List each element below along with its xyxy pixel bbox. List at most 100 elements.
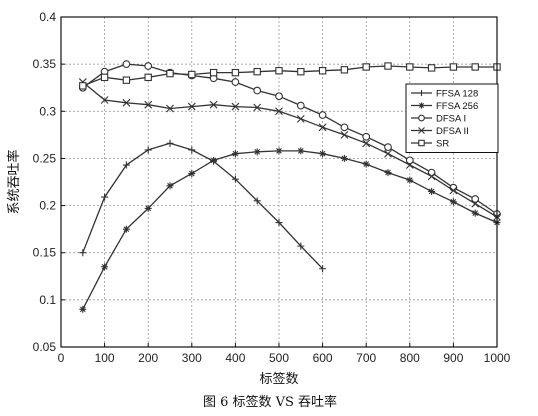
legend-label: DFSA II xyxy=(436,126,469,137)
series-line xyxy=(82,142,324,270)
data-point-x xyxy=(427,172,436,181)
data-point-star xyxy=(297,147,305,155)
data-point-circle xyxy=(418,114,425,122)
data-point-circle xyxy=(231,78,240,86)
legend-label: FFSA 256 xyxy=(436,101,478,112)
data-point-star xyxy=(101,263,109,271)
legend-entry: DFSA I xyxy=(411,114,466,125)
data-point-square xyxy=(406,63,414,71)
data-point-circle xyxy=(405,156,414,165)
x-tick-label: 800 xyxy=(400,351,420,365)
data-point-x xyxy=(100,96,109,104)
y-tick-label: 0.05 xyxy=(33,340,57,354)
data-point-plus xyxy=(297,242,305,250)
x-tick-label: 300 xyxy=(182,351,202,365)
data-point-star xyxy=(319,150,327,158)
y-axis-label: 系统吞吐率 xyxy=(6,149,22,214)
data-point-x xyxy=(362,139,371,148)
data-point-star xyxy=(79,305,87,313)
x-tick-label: 1000 xyxy=(484,351,511,365)
data-point-square xyxy=(384,62,392,70)
data-point-x xyxy=(405,161,414,169)
data-point-circle xyxy=(318,111,327,119)
data-point-circle xyxy=(362,132,371,141)
data-point-square xyxy=(297,67,305,76)
data-point-square xyxy=(209,68,218,77)
data-point-star xyxy=(449,198,457,206)
data-point-star xyxy=(144,204,152,212)
data-point-circle xyxy=(384,143,392,151)
series-sr xyxy=(79,62,501,90)
y-tick-label: 0.15 xyxy=(33,246,57,260)
data-point-plus xyxy=(253,197,261,205)
series-dfsa-ii xyxy=(78,78,501,221)
series-ffsa-128 xyxy=(79,139,327,273)
data-point-square xyxy=(418,139,425,147)
data-point-square xyxy=(144,73,152,82)
data-point-x xyxy=(275,107,283,116)
x-tick-label: 700 xyxy=(356,351,376,365)
data-point-x xyxy=(418,127,425,134)
data-point-square xyxy=(362,63,370,71)
data-point-star xyxy=(231,150,239,158)
legend-entry: DFSA II xyxy=(411,126,469,137)
x-tick-label: 900 xyxy=(443,351,463,365)
data-point-square xyxy=(231,68,240,77)
data-point-x xyxy=(318,123,327,132)
data-point-x xyxy=(296,114,305,123)
x-tick-label: 0 xyxy=(58,351,65,365)
data-point-square xyxy=(188,70,196,79)
series-line xyxy=(82,81,498,218)
data-point-star xyxy=(340,154,348,162)
data-point-star xyxy=(253,148,261,156)
data-point-x xyxy=(166,104,174,113)
data-point-plus xyxy=(144,146,152,154)
data-point-star xyxy=(188,170,196,178)
y-tick-label: 0.3 xyxy=(39,104,56,118)
x-tick-label: 200 xyxy=(138,351,158,365)
data-point-plus xyxy=(101,193,109,201)
data-point-circle xyxy=(122,60,131,69)
data-point-plus xyxy=(231,175,239,183)
legend-label: DFSA I xyxy=(436,114,466,125)
data-point-circle xyxy=(340,123,349,132)
legend-entry: FFSA 128 xyxy=(411,89,478,100)
data-point-square xyxy=(79,82,87,90)
legend-label: SR xyxy=(436,139,449,150)
data-point-star xyxy=(122,225,130,233)
data-point-x xyxy=(144,100,153,109)
y-tick-label: 0.2 xyxy=(39,199,56,213)
y-tick-label: 0.4 xyxy=(39,10,56,24)
legend-label: FFSA 128 xyxy=(436,89,478,100)
data-point-square xyxy=(275,67,283,75)
data-point-star xyxy=(166,182,174,190)
x-tick-label: 400 xyxy=(225,351,245,365)
data-point-x xyxy=(384,149,392,158)
x-tick-label: 600 xyxy=(313,351,333,365)
data-point-square xyxy=(318,67,327,75)
legend-entry: SR xyxy=(411,139,449,150)
data-point-x xyxy=(209,100,218,109)
data-point-plus xyxy=(418,90,425,96)
x-axis-label: 标签数 xyxy=(259,371,298,387)
data-point-x xyxy=(340,130,349,139)
figure-caption: 图 6 标签数 VS 吞吐率 xyxy=(203,394,337,410)
data-point-square xyxy=(449,63,458,71)
data-point-square xyxy=(471,63,479,71)
data-point-square xyxy=(100,73,109,82)
data-point-circle xyxy=(275,92,283,101)
data-point-x xyxy=(471,199,480,208)
data-point-star xyxy=(471,209,479,217)
data-point-square xyxy=(427,64,436,72)
data-point-square xyxy=(122,76,131,84)
y-tick-label: 0.1 xyxy=(39,293,56,307)
data-point-star xyxy=(428,187,436,195)
data-point-circle xyxy=(253,86,262,95)
data-point-square xyxy=(166,69,174,78)
data-point-square xyxy=(253,67,261,76)
data-point-circle xyxy=(471,195,480,203)
y-tick-label: 0.35 xyxy=(33,57,57,71)
data-point-plus xyxy=(166,139,174,147)
